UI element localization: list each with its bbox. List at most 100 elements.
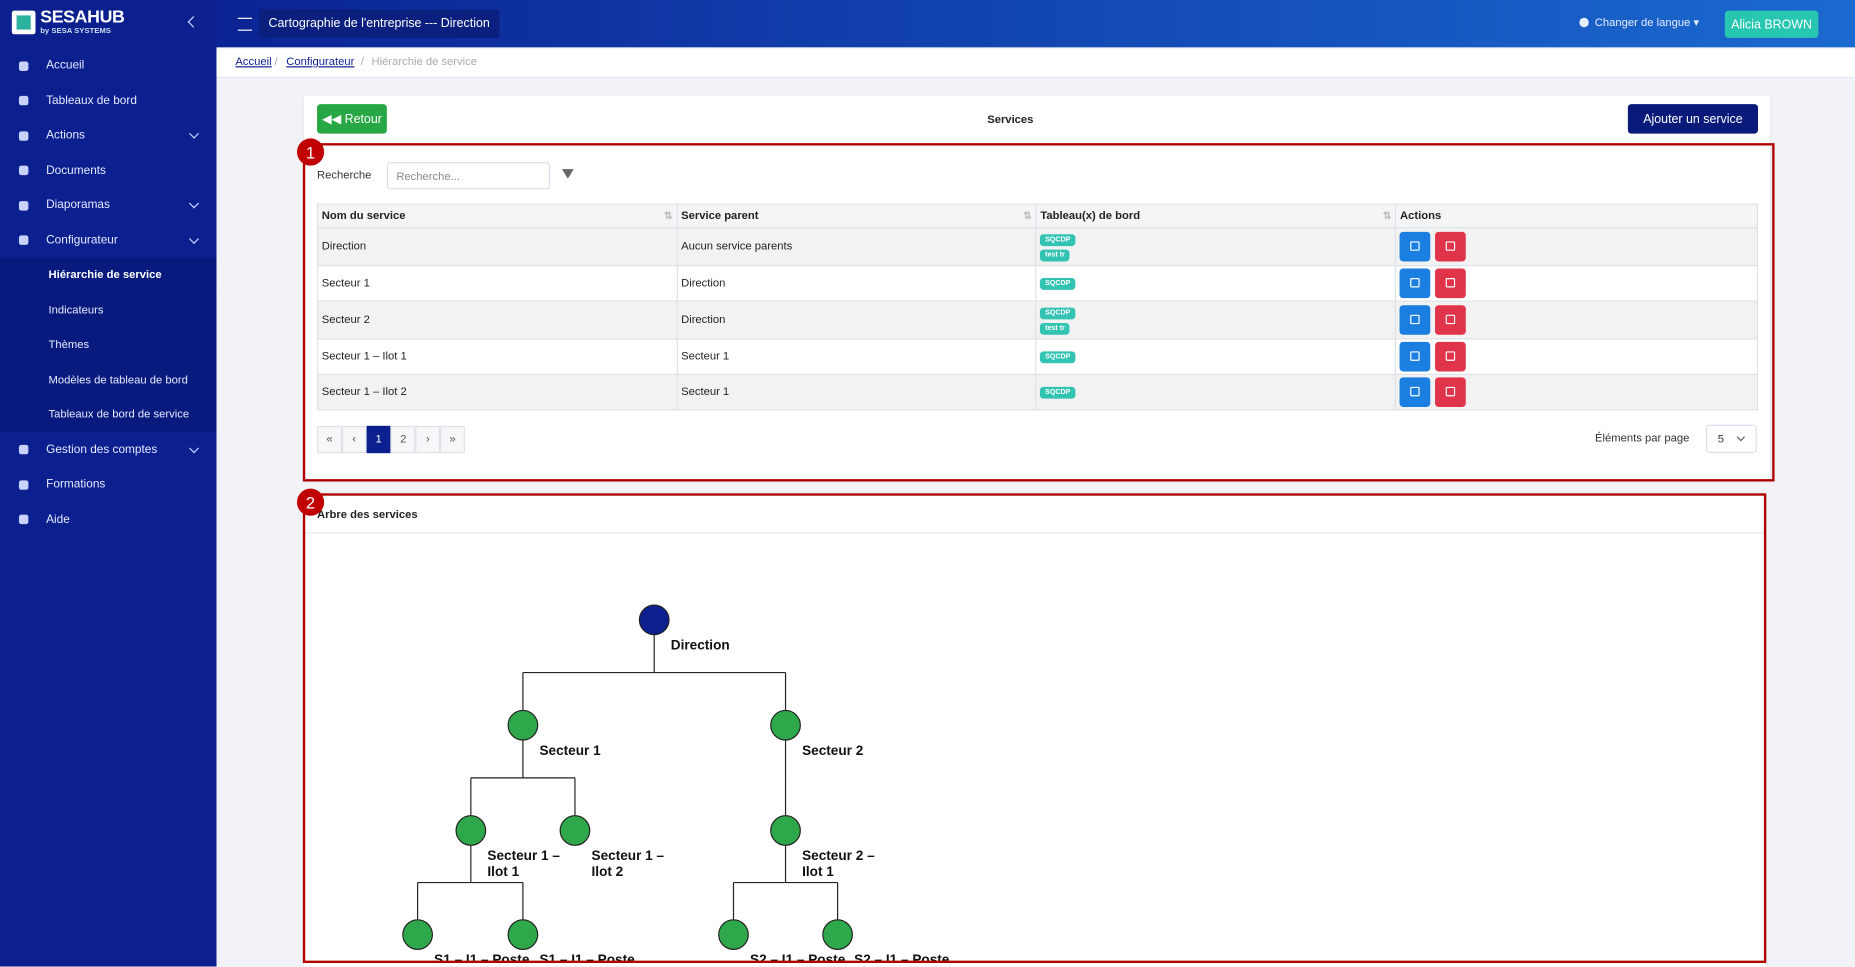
- menu-icon: [18, 95, 29, 106]
- menu-item[interactable]: Documents: [0, 153, 216, 187]
- submenu-item[interactable]: Modèles de tableau de bord: [0, 362, 217, 397]
- tree-node[interactable]: [638, 604, 670, 636]
- delete-button[interactable]: [1435, 231, 1467, 262]
- column-header[interactable]: Nom du service ⇅: [317, 203, 678, 229]
- page-button[interactable]: «: [317, 425, 342, 454]
- card-title: Services: [987, 113, 1034, 127]
- node-label-line: Ilot 1: [487, 864, 519, 879]
- dashboard-badge: SQCDP: [1040, 306, 1076, 319]
- menu-label[interactable]: Accueil: [46, 59, 85, 73]
- back-button[interactable]: ◀◀ Retour: [317, 104, 387, 134]
- table-row: Direction Aucun service parents SQCDP test …: [317, 227, 1758, 267]
- header-label[interactable]: Service parent: [681, 209, 759, 223]
- delete-button[interactable]: [1435, 268, 1467, 299]
- separator: /: [274, 55, 278, 69]
- menu-icon: [18, 235, 29, 245]
- node-label: Secteur 1 – Ilot 1: [487, 848, 560, 879]
- submenu-item[interactable]: Thèmes: [0, 327, 217, 363]
- menu-label[interactable]: Formations: [46, 477, 106, 491]
- edit-button[interactable]: [1399, 377, 1431, 407]
- table-body: Direction Aucun service parents SQCDP test …: [317, 227, 1758, 411]
- menu-icon: [18, 165, 29, 176]
- submenu-item[interactable]: Hiérarchie de service: [0, 257, 217, 293]
- tree-node[interactable]: [507, 919, 539, 950]
- menu-item[interactable]: Aide: [0, 502, 216, 536]
- service-name: Secteur 1 – Ilot 1: [317, 338, 678, 376]
- delete-button[interactable]: [1435, 341, 1467, 372]
- delete-button[interactable]: [1435, 305, 1467, 335]
- menu-toggle[interactable]: [237, 17, 252, 31]
- node-label-line: S1 – I1 – Poste: [539, 952, 635, 962]
- dashboards: SQCDP test tr: [1035, 227, 1397, 267]
- add-service-button[interactable]: Ajouter un service: [1627, 104, 1758, 134]
- tree-node[interactable]: [822, 919, 853, 950]
- tree-node[interactable]: [507, 709, 539, 741]
- page-button[interactable]: »: [440, 425, 465, 454]
- divider: [304, 532, 1766, 534]
- menu-item[interactable]: Diaporamas: [0, 188, 216, 222]
- table-row: Secteur 1 Direction SQCDP: [317, 265, 1758, 302]
- menu-label[interactable]: Aide: [46, 512, 70, 526]
- tree-node[interactable]: [455, 815, 487, 846]
- tree-node[interactable]: [770, 815, 801, 846]
- menu-label[interactable]: Gestion des comptes: [46, 443, 158, 457]
- delete-button[interactable]: [1435, 377, 1467, 407]
- tree-node[interactable]: [559, 815, 591, 846]
- per-page-select[interactable]: 5: [1705, 424, 1757, 454]
- header-label[interactable]: Tableau(x) de bord: [1040, 209, 1141, 223]
- page-button[interactable]: ›: [415, 425, 441, 454]
- edit-button[interactable]: [1399, 231, 1431, 262]
- user-button[interactable]: Alicia BROWN: [1724, 10, 1819, 38]
- node-label-line: Secteur 1 –: [592, 848, 665, 863]
- language-label[interactable]: Changer de langue: [1594, 16, 1691, 30]
- menu-item[interactable]: Configurateur: [0, 223, 216, 257]
- search-input[interactable]: Recherche...: [386, 162, 551, 190]
- menu-label[interactable]: Actions: [46, 128, 85, 142]
- edit-button[interactable]: [1399, 341, 1431, 372]
- tree-node[interactable]: [770, 709, 801, 741]
- node-label: S2 – I1 – Poste: [750, 952, 846, 962]
- node-label-line: Secteur 1 –: [487, 848, 560, 863]
- header-label[interactable]: Actions: [1399, 209, 1442, 223]
- page-button[interactable]: 1: [366, 425, 392, 454]
- page-button[interactable]: 2: [390, 425, 416, 454]
- menu-item[interactable]: Formations: [0, 467, 216, 501]
- menu-label[interactable]: Tableaux de bord: [46, 94, 137, 108]
- parent-service: Direction: [676, 300, 1037, 340]
- column-header[interactable]: Tableau(x) de bord ⇅: [1035, 203, 1397, 229]
- edit-button[interactable]: [1399, 305, 1431, 335]
- menu-item[interactable]: Tableaux de bord: [0, 83, 216, 117]
- column-header[interactable]: Service parent ⇅: [676, 203, 1037, 229]
- per-page-value[interactable]: 5: [1717, 432, 1725, 447]
- submenu-item[interactable]: Indicateurs: [0, 292, 217, 328]
- dashboards: SQCDP: [1035, 338, 1397, 376]
- dashboards: SQCDP: [1035, 265, 1397, 302]
- parent-service: Secteur 1: [676, 373, 1037, 411]
- node-label: Secteur 1: [539, 743, 601, 758]
- menu-item[interactable]: Gestion des comptes: [0, 432, 216, 466]
- menu-label[interactable]: Diaporamas: [46, 198, 110, 212]
- header-label[interactable]: Nom du service: [321, 209, 406, 223]
- annotation-marker: 1: [296, 138, 325, 166]
- back-label[interactable]: Retour: [344, 111, 382, 126]
- menu-label[interactable]: Configurateur: [46, 233, 118, 247]
- menu-item[interactable]: Accueil: [0, 49, 216, 83]
- submenu-item[interactable]: Tableaux de bord de service: [0, 397, 217, 432]
- menu-item[interactable]: Actions: [0, 118, 216, 152]
- actions: [1395, 300, 1758, 340]
- tree-node[interactable]: [402, 919, 433, 950]
- highlight-box: [302, 493, 1767, 963]
- breadcrumb-link[interactable]: Accueil: [235, 55, 272, 69]
- add-label[interactable]: Ajouter un service: [1643, 111, 1743, 126]
- page-button[interactable]: ‹: [341, 425, 367, 454]
- tree-node[interactable]: [718, 919, 749, 950]
- node-label: Secteur 2 – Ilot 1: [802, 848, 875, 879]
- menu-label[interactable]: Documents: [46, 163, 106, 177]
- search-placeholder[interactable]: Recherche...: [396, 170, 461, 184]
- filter-icon[interactable]: [561, 169, 574, 179]
- edit-button[interactable]: [1399, 268, 1431, 299]
- language-menu[interactable]: Changer de langue ▾: [1579, 17, 1699, 30]
- breadcrumb-link[interactable]: Configurateur: [286, 55, 355, 69]
